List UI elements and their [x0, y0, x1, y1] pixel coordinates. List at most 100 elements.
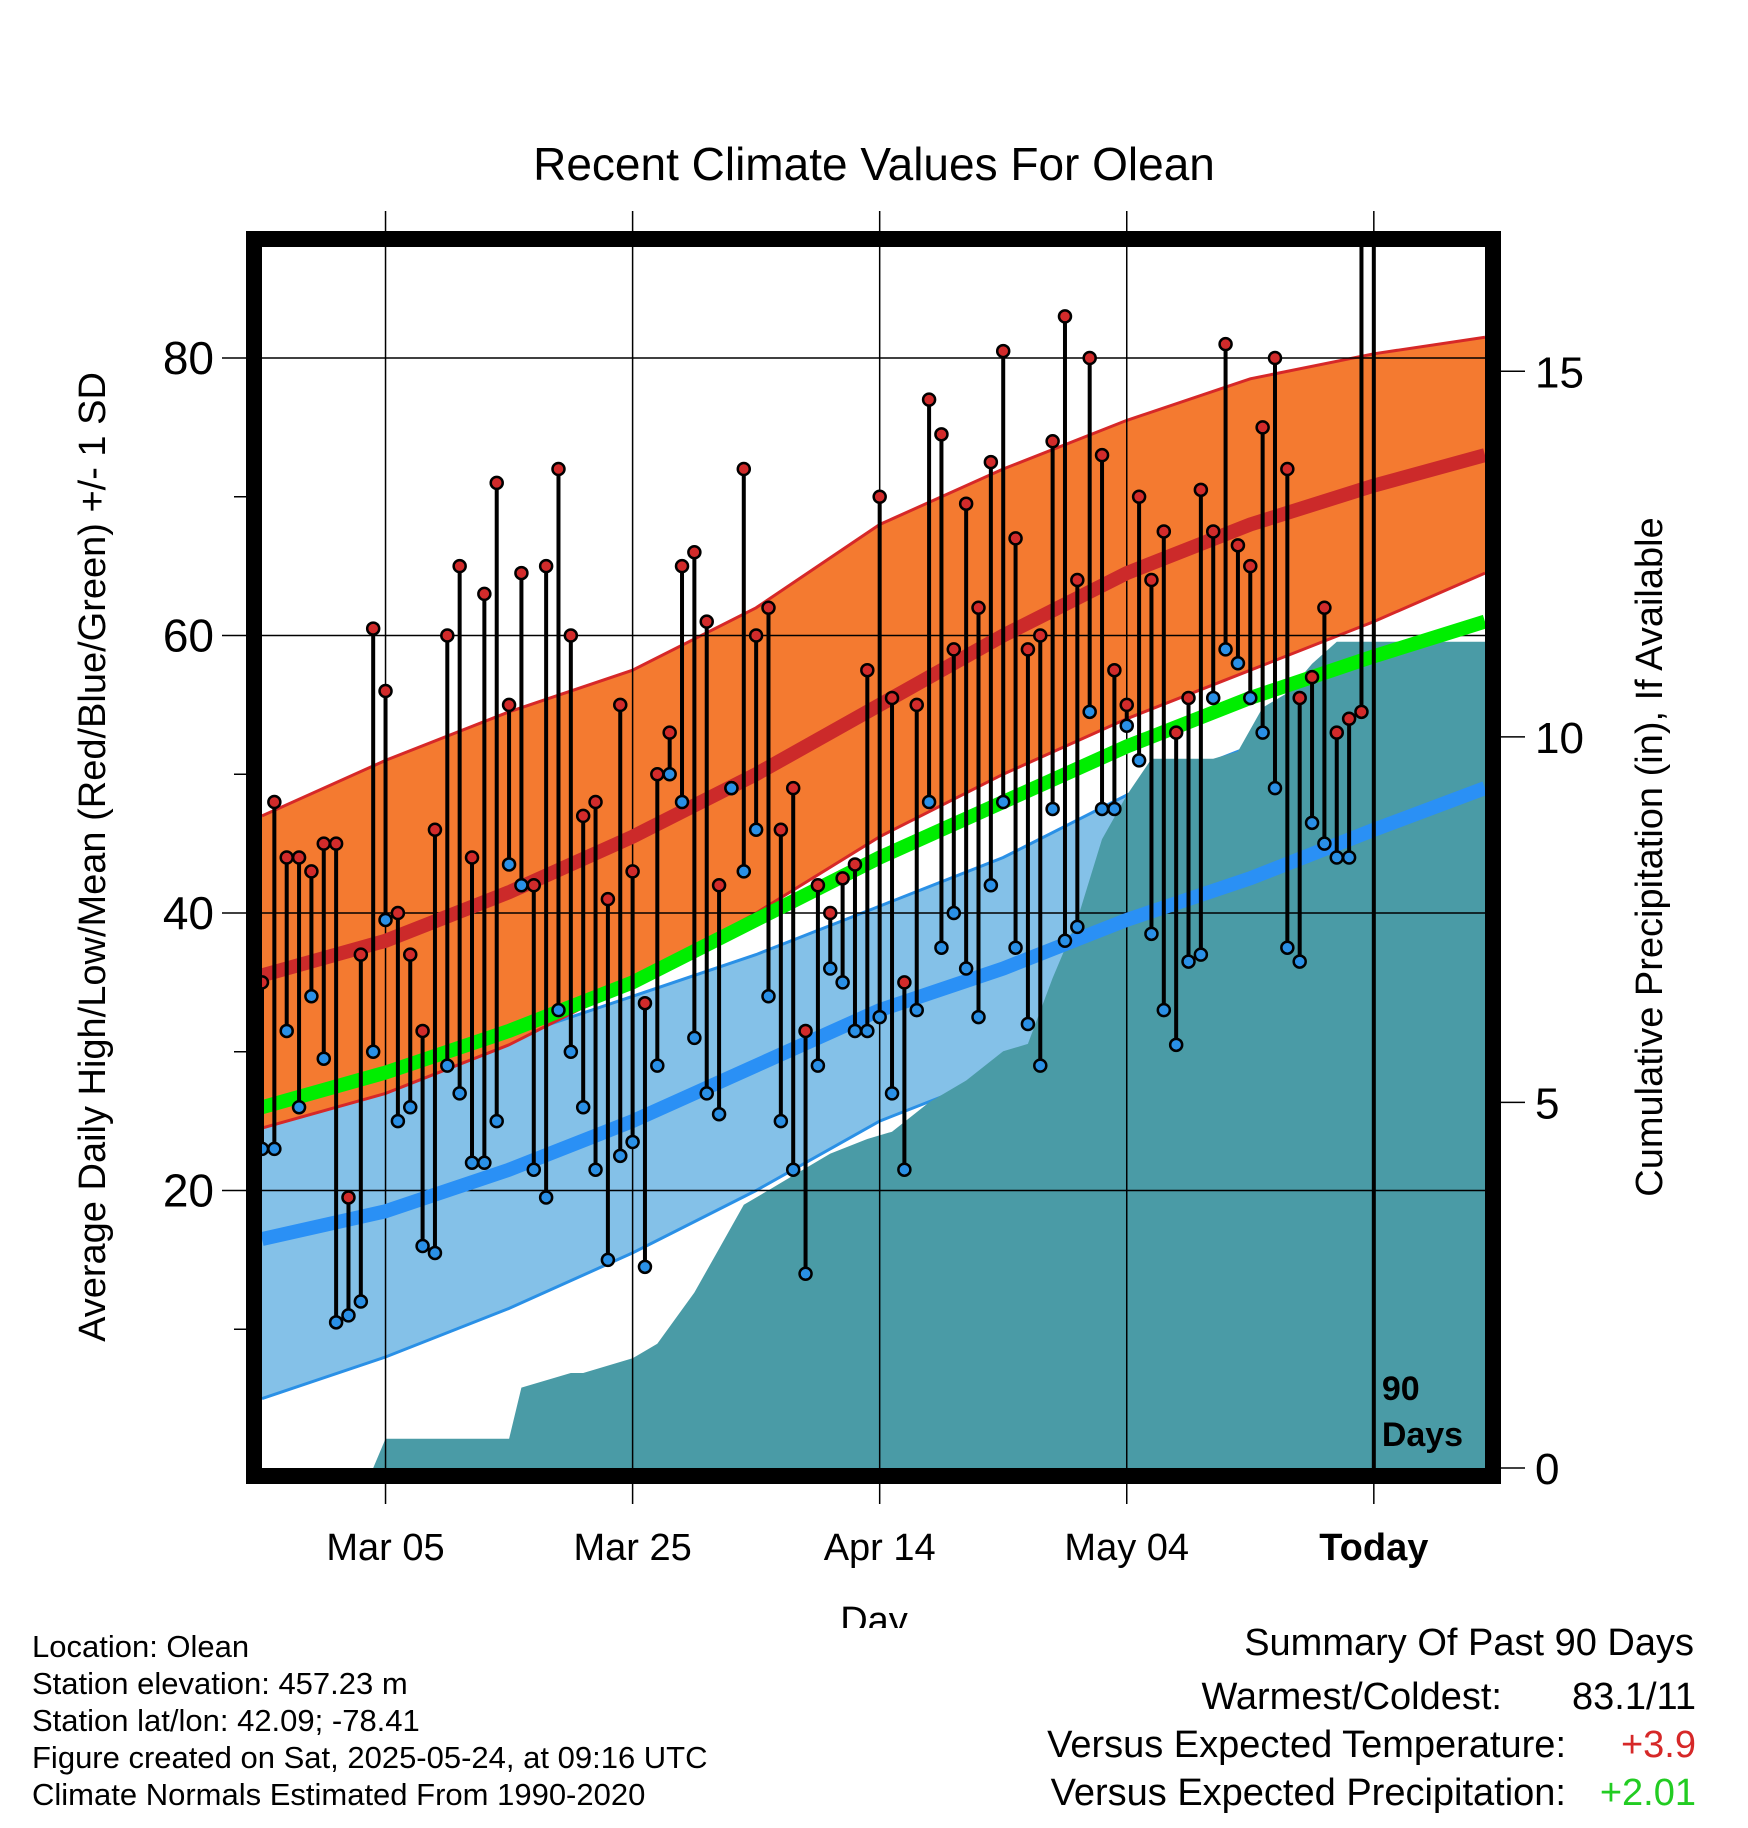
daily-low-point [563, 1044, 579, 1059]
y-left-tick-label: 20 [163, 1165, 214, 1217]
daily-high-point [637, 995, 653, 1011]
daily-high-point [1057, 309, 1073, 324]
daily-high-point [1329, 725, 1345, 740]
daily-high-point [1156, 524, 1172, 539]
daily-low-point [526, 1162, 542, 1177]
daily-low-point [995, 794, 1011, 810]
daily-high-point [921, 392, 937, 407]
daily-high-point [773, 822, 789, 837]
daily-low-point [415, 1238, 430, 1254]
daily-low-point [1070, 919, 1085, 935]
daily-low-point [1317, 836, 1332, 851]
daily-low-point [489, 1113, 504, 1129]
daily-high-point [884, 690, 900, 706]
daily-high-point [1230, 538, 1246, 553]
daily-high-point [823, 905, 838, 921]
y-left-tick-label: 60 [163, 610, 214, 662]
daily-low-point [440, 1058, 455, 1073]
daily-low-point [860, 1023, 875, 1039]
y-left-tick-label: 80 [163, 332, 214, 384]
y-right-tick-label: 5 [1535, 1079, 1559, 1128]
daily-high-point [860, 662, 875, 678]
daily-low-point [1218, 642, 1233, 657]
daily-low-point [1355, 0, 1367, 6]
daily-low-point [921, 794, 937, 810]
daily-high-point [551, 461, 566, 477]
daily-high-point [291, 850, 307, 865]
daily-low-point [1082, 704, 1097, 720]
daily-low-point [588, 1162, 603, 1177]
daily-high-point [1181, 690, 1196, 706]
daily-high-point [262, 975, 270, 990]
elevation-text: Station elevation: 457.23 m [32, 1666, 408, 1701]
daily-high-point [662, 725, 677, 740]
daily-low-point [353, 1294, 369, 1309]
daily-low-point [1020, 1016, 1036, 1032]
daily-low-point [1168, 1037, 1184, 1053]
temp-label: Versus Expected Temperature: [1047, 1724, 1566, 1766]
daily-low-point [464, 1155, 480, 1170]
daily-low-point [1243, 690, 1258, 706]
daily-low-point [304, 989, 319, 1004]
daily-high-point [1317, 600, 1332, 615]
daily-low-point [872, 1009, 887, 1025]
daily-high-point [588, 794, 603, 810]
warm-cold-value: 83.1/11 [1572, 1676, 1696, 1718]
daily-low-point [1205, 690, 1221, 706]
daily-low-point [884, 1086, 900, 1101]
daily-high-point [736, 461, 752, 477]
daily-high-point [477, 586, 492, 602]
daily-high-point [650, 767, 665, 782]
daily-high-point [1094, 447, 1110, 463]
daily-high-point [1218, 336, 1233, 352]
location-text: Location: Olean [32, 1629, 250, 1664]
daily-low-point [835, 975, 850, 990]
daily-high-point [427, 822, 443, 837]
daily-high-point [1107, 662, 1122, 678]
daily-low-point [625, 1134, 640, 1150]
daily-low-point [1144, 926, 1159, 942]
daily-low-point [267, 1141, 282, 1157]
daily-high-point [1131, 489, 1147, 504]
daily-high-point [748, 628, 764, 643]
daily-high-point [835, 871, 850, 886]
x-tick-label: Today [1319, 1527, 1428, 1569]
daily-high-point [934, 427, 949, 442]
daily-high-point [563, 628, 579, 643]
daily-high-point [847, 857, 863, 872]
daily-low-point [785, 1162, 801, 1177]
x-tick-label: Apr 14 [824, 1527, 936, 1569]
daily-high-point [785, 780, 801, 796]
y-right-tick-label: 15 [1535, 348, 1584, 397]
daily-low-point [1008, 940, 1023, 955]
daily-low-point [1230, 656, 1246, 671]
daily-low-point [402, 1100, 418, 1115]
daily-high-point [526, 878, 542, 893]
daily-high-point [452, 558, 467, 574]
daily-low-point [687, 1030, 702, 1046]
plot-frame [246, 231, 1501, 1484]
daily-low-point [773, 1113, 789, 1129]
daily-low-point [1304, 815, 1320, 831]
x-tick-label: Mar 05 [326, 1527, 444, 1569]
x-axis-label: Day [840, 1600, 908, 1628]
y-right-axis-label: Cumulative Precipitation (in), If Availa… [1629, 517, 1671, 1196]
daily-high-point [1193, 482, 1209, 498]
daily-low-point [983, 878, 999, 893]
daily-low-point [1057, 933, 1073, 948]
daily-high-point [341, 1190, 356, 1205]
daily-high-point [1354, 704, 1369, 720]
climate-chart: Recent Climate Values For Olean 90 Days Ma… [72, 0, 1671, 1628]
y-left-tick-label: 40 [163, 887, 214, 939]
daily-high-point [1280, 461, 1295, 477]
daily-low-point [365, 1044, 381, 1059]
y-right-tick-label: 10 [1535, 714, 1584, 763]
y-left-axis-label: Average Daily High/Low/Mean (Red/Blue/Gr… [72, 372, 114, 1342]
daily-low-point [538, 1190, 554, 1205]
daily-low-point [279, 1023, 294, 1039]
daily-low-point [1267, 780, 1283, 796]
daily-high-point [1144, 572, 1159, 588]
daily-high-point [699, 614, 714, 629]
daily-high-point [1243, 558, 1258, 574]
daily-high-point [440, 628, 455, 643]
